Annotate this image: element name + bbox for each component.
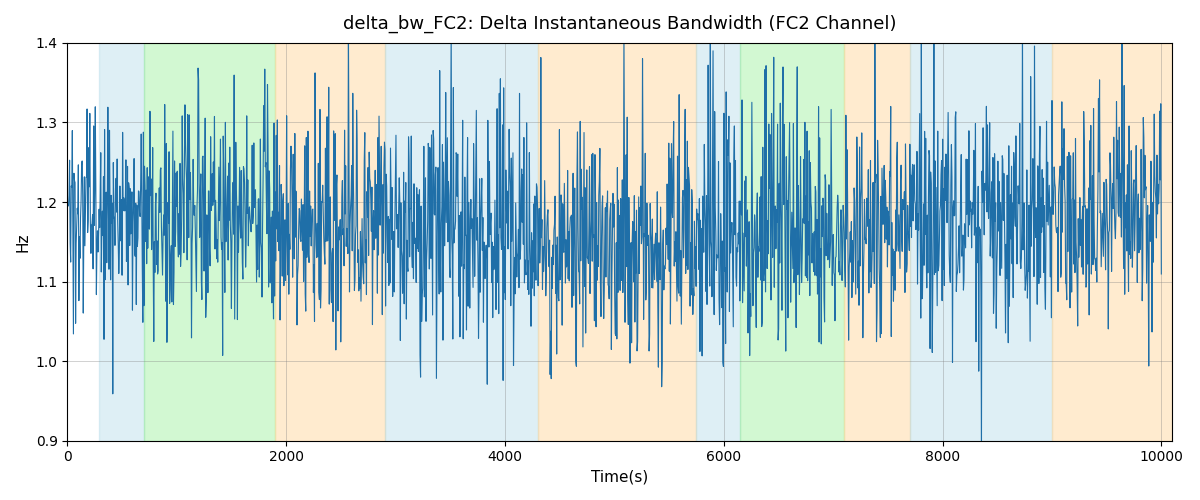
Y-axis label: Hz: Hz	[16, 232, 30, 252]
Bar	[538, 43, 696, 440]
X-axis label: Time(s): Time(s)	[592, 470, 648, 485]
Bar	[696, 43, 740, 440]
Bar	[385, 43, 538, 440]
Bar	[1052, 43, 1172, 440]
Bar	[144, 43, 275, 440]
Bar	[910, 43, 1052, 440]
Bar	[100, 43, 144, 440]
Bar	[740, 43, 844, 440]
Title: delta_bw_FC2: Delta Instantaneous Bandwidth (FC2 Channel): delta_bw_FC2: Delta Instantaneous Bandwi…	[343, 15, 896, 34]
Bar	[275, 43, 385, 440]
Bar	[844, 43, 910, 440]
